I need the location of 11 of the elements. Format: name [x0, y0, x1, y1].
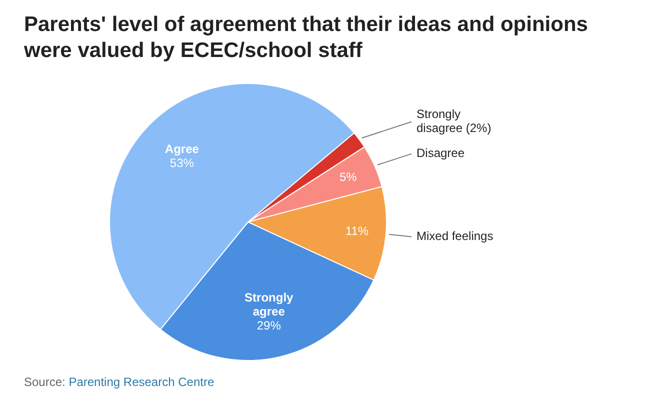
slice-label: Disagree [416, 146, 465, 160]
data-label: 11% [345, 224, 369, 238]
data-label: 5% [339, 170, 358, 184]
slice-label: Agree [164, 142, 200, 156]
data-label: 53% [170, 156, 194, 170]
slice-label: Strongly disagree (2%) [416, 107, 492, 136]
source-note: Source: Parenting Research Centre [24, 374, 214, 390]
chart-title: Parents' level of agreement that their ideas and opinions were valued by ECEC/school staff [24, 12, 589, 64]
slice-label: Strongly agree [244, 290, 294, 319]
data-label: 29% [256, 318, 282, 333]
slice-label: Mixed feelings [416, 229, 494, 244]
